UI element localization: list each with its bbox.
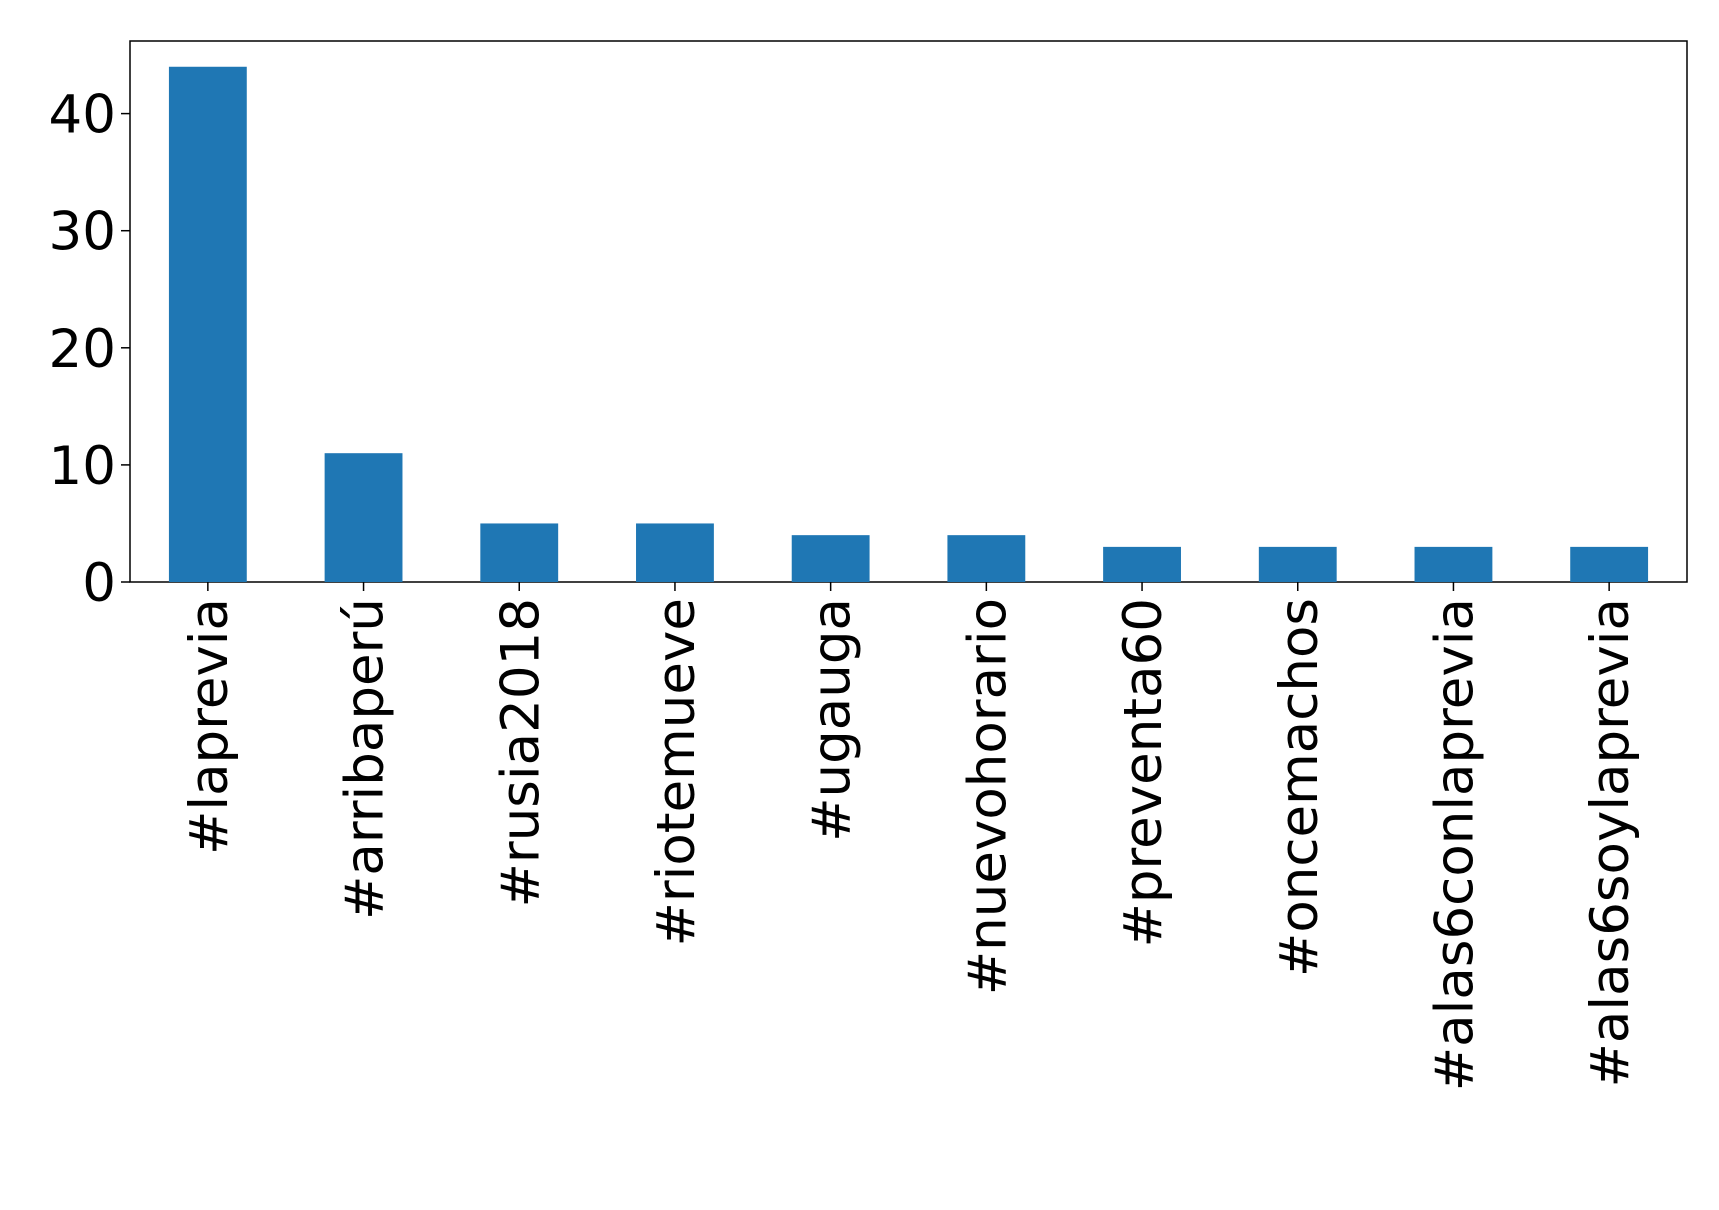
x-tick-label: #laprevia <box>179 598 240 855</box>
x-tick-label: #arribaperú <box>335 598 396 920</box>
y-tick-label: 20 <box>49 319 116 380</box>
bar <box>791 535 870 582</box>
x-tick-label: #oncemachos <box>1269 598 1330 977</box>
x-tick-label: #alas6conlaprevia <box>1424 598 1485 1091</box>
bar <box>636 523 714 582</box>
y-tick-label: 30 <box>49 202 116 263</box>
x-tick-label: #nuevohorario <box>957 598 1018 995</box>
bar <box>947 535 1026 582</box>
x-tick-label: #riotemueve <box>646 598 707 947</box>
bar <box>1570 546 1649 582</box>
x-tick-label: #rusia2018 <box>490 598 551 908</box>
bar <box>168 66 247 582</box>
x-tick-label: #ugauga <box>802 598 863 842</box>
bar <box>1414 546 1493 582</box>
x-tick-label: #preventa60 <box>1113 598 1174 948</box>
y-tick-label: 10 <box>49 436 116 497</box>
bar <box>1103 546 1181 582</box>
x-tick-label: #alas6soylaprevia <box>1580 598 1641 1087</box>
bar <box>480 523 559 582</box>
bar <box>324 453 403 582</box>
y-tick-label: 40 <box>49 85 116 146</box>
plot-frame <box>129 40 1688 583</box>
y-tick-label: 0 <box>82 553 116 614</box>
bar <box>1258 546 1337 582</box>
